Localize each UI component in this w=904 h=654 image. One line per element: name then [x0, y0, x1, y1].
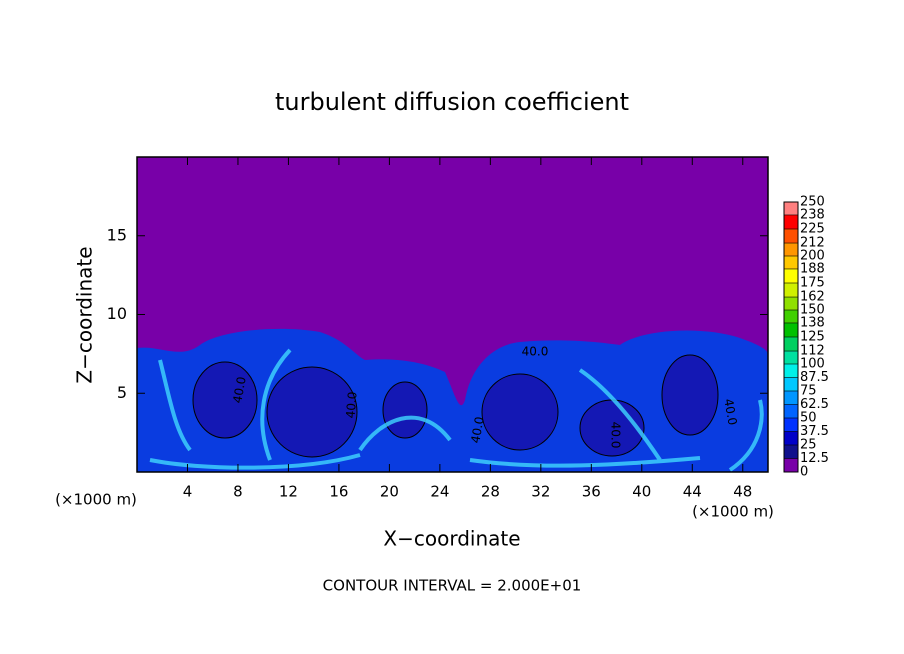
streak: [358, 415, 452, 452]
colorbar-tick-label: 0: [800, 465, 808, 480]
x-tick-label: 40: [632, 483, 651, 501]
colorbar-tick-label: 188: [800, 261, 825, 276]
core: [661, 354, 719, 436]
colorbar-tick-label: 212: [800, 236, 825, 251]
colorbar-tick-label: 250: [800, 195, 825, 210]
colorbar-tick-label: 162: [800, 290, 825, 305]
colorbar-cell: [784, 431, 798, 445]
x-tick-label: 8: [233, 483, 243, 501]
colorbar-cell: [784, 283, 798, 298]
colorbar-tick-label: 75: [800, 384, 817, 399]
colorbar-tick-label: 238: [800, 207, 825, 222]
colorbar-cell: [784, 418, 798, 432]
x-tick-label: 24: [430, 483, 449, 501]
colorbar-tick-label: 25: [800, 438, 817, 453]
colorbar-tick-label: 175: [800, 276, 825, 291]
colorbar-tick-label: 87.5: [800, 370, 829, 385]
chart-title: turbulent diffusion coefficient: [275, 88, 629, 116]
colorbar-tick-label: 112: [800, 344, 825, 359]
colorbar-tick-label: 200: [800, 249, 825, 264]
x-unit-label: (×1000 m): [692, 503, 774, 521]
core: [481, 373, 559, 451]
contour-label: 40.0: [468, 416, 486, 445]
colorbar-tick-label: 125: [800, 330, 825, 345]
colorbar-cell: [784, 377, 798, 391]
y-tick-label: 5: [117, 383, 127, 402]
colorbar-tick-label: 138: [800, 315, 825, 330]
colorbar-tick-label: 62.5: [800, 397, 829, 412]
field-cores: [192, 354, 719, 458]
colorbar-cell: [784, 202, 798, 215]
y-axis-label: Z−coordinate: [73, 246, 97, 383]
colorbar-tick-label: 37.5: [800, 424, 829, 439]
x-axis-label: X−coordinate: [383, 527, 520, 551]
streak: [469, 456, 701, 468]
colorbar-cell: [784, 445, 798, 459]
colorbar-cell: [784, 310, 798, 323]
colorbar-cell: [784, 458, 798, 472]
streak: [260, 348, 292, 461]
colorbar-cell: [784, 243, 798, 256]
core: [266, 366, 358, 458]
colorbar-tick-label: 150: [800, 303, 825, 318]
colorbar-cell: [784, 256, 798, 269]
x-tick-label: 44: [683, 483, 702, 501]
core: [382, 381, 428, 439]
colorbar-cell: [784, 337, 798, 352]
x-tick-label: 20: [380, 483, 399, 501]
colorbar-cell: [784, 404, 798, 418]
field-streaks: [149, 348, 764, 472]
x-tick-label: 4: [183, 483, 193, 501]
colorbar-cell: [784, 351, 798, 364]
colorbar-cell: [784, 214, 798, 229]
colorbar-cell: [784, 391, 798, 405]
colorbar-tick-label: 12.5: [800, 451, 829, 466]
x-tick-label: 48: [733, 483, 752, 501]
contour-label: 40.0: [522, 345, 549, 359]
colorbar-tick-label: 225: [800, 222, 825, 237]
colorbar-tick-label: 100: [800, 357, 825, 372]
x-tick-label: 28: [481, 483, 500, 501]
colorbar-cell: [784, 322, 798, 337]
y-tick-label: 10: [107, 304, 127, 323]
field: [137, 157, 768, 472]
colorbar-tick-label: 50: [800, 411, 817, 426]
x-tick-label: 16: [329, 483, 348, 501]
streak: [158, 359, 192, 452]
core: [192, 361, 258, 439]
x-tick-label: 36: [582, 483, 601, 501]
contour-interval: CONTOUR INTERVAL = 2.000E+01: [323, 577, 582, 595]
contour-label: 40.0: [721, 398, 739, 427]
contour-label: 40.0: [230, 376, 248, 405]
colorbar-cell: [784, 364, 798, 378]
contour-label: 40.0: [609, 422, 623, 449]
streak: [728, 399, 764, 472]
colorbar-cell: [784, 268, 798, 283]
x-tick-label: 32: [531, 483, 550, 501]
y-tick-label: 15: [107, 225, 127, 244]
colorbar-cell: [784, 297, 798, 310]
streak: [578, 368, 662, 462]
streak: [149, 453, 361, 470]
contour-label: 40.0: [343, 391, 359, 419]
y-unit-label: (×1000 m): [55, 491, 137, 509]
colorbar-cell: [784, 229, 798, 244]
x-tick-label: 12: [279, 483, 298, 501]
